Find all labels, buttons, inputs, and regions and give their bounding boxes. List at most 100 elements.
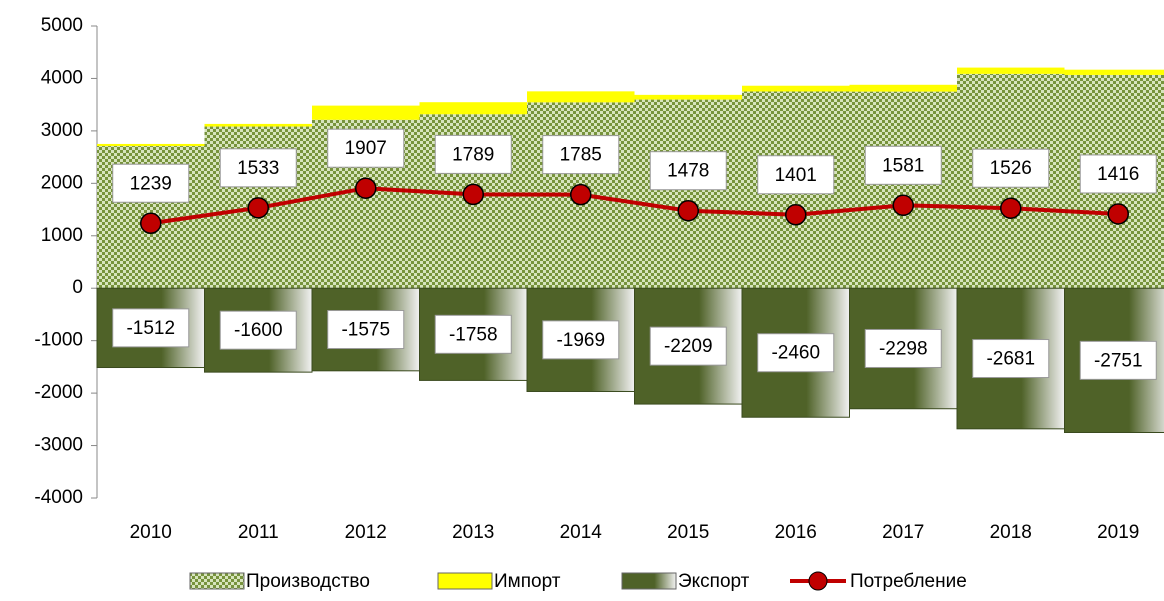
bar <box>527 91 635 103</box>
data-label-text: 1239 <box>130 173 172 194</box>
bar <box>1064 69 1164 75</box>
data-label-box <box>434 134 512 174</box>
data-label-box <box>434 314 512 354</box>
data-label-text: -1758 <box>449 324 498 345</box>
data-label-text: -1575 <box>341 320 390 341</box>
y-tick-label: 3000 <box>41 120 83 141</box>
data-label-box <box>1079 154 1157 194</box>
data-label-box <box>649 151 727 191</box>
bar <box>849 91 957 289</box>
x-tick-label: 2016 <box>775 522 817 543</box>
legend-marker <box>808 571 828 591</box>
legend-label: Потребление <box>850 571 967 592</box>
legend-swatch <box>437 572 493 590</box>
data-label-text: -2681 <box>986 349 1035 370</box>
data-label-box <box>1079 340 1157 380</box>
x-tick-label: 2015 <box>667 522 709 543</box>
bar <box>97 143 205 147</box>
bar <box>742 85 850 92</box>
data-label-text: -2751 <box>1094 350 1143 371</box>
data-label: -2298 <box>864 328 942 368</box>
data-label-box <box>757 155 835 195</box>
data-label-box <box>219 148 297 188</box>
y-tick-label: -3000 <box>34 435 83 456</box>
legend-label: Импорт <box>494 571 561 592</box>
legend-swatch <box>621 572 677 590</box>
y-tick-label: 4000 <box>41 67 83 88</box>
y-tick-label: 0 <box>72 277 83 298</box>
data-label: -1969 <box>542 320 620 360</box>
marker <box>462 183 484 206</box>
data-label: -1512 <box>112 308 190 348</box>
data-label-text: 1416 <box>1097 164 1139 185</box>
data-label: 1416 <box>1079 154 1157 194</box>
data-label-box <box>327 128 405 168</box>
y-tick-label: 5000 <box>41 15 83 36</box>
bar <box>312 105 420 120</box>
data-label-text: -2209 <box>664 336 713 357</box>
data-label: -1600 <box>219 310 297 350</box>
data-label-box <box>219 310 297 350</box>
data-label: 1239 <box>112 163 190 203</box>
bar <box>204 123 312 127</box>
data-label-text: 1478 <box>667 161 709 182</box>
marker <box>570 183 592 206</box>
bar <box>634 94 742 100</box>
data-label-box <box>757 333 835 373</box>
x-tick-label: 2017 <box>882 522 924 543</box>
data-label: 1907 <box>327 128 405 168</box>
data-label-text: 1533 <box>237 158 279 179</box>
x-tick-label: 2018 <box>990 522 1032 543</box>
bar <box>419 102 527 115</box>
bar <box>634 99 742 289</box>
data-label-box <box>649 326 727 366</box>
x-tick-label: 2011 <box>238 522 279 543</box>
y-tick-label: -1000 <box>34 330 83 351</box>
data-label: 1526 <box>972 148 1050 188</box>
data-label: -2751 <box>1079 340 1157 380</box>
line <box>150 186 1119 226</box>
marker <box>677 199 699 222</box>
data-label: 1581 <box>864 145 942 185</box>
data-label: 1401 <box>757 155 835 195</box>
marker <box>140 212 162 234</box>
data-label-text: 1581 <box>882 155 924 176</box>
x-tick-label: 2012 <box>345 522 387 543</box>
data-label-box <box>112 308 190 348</box>
marker <box>247 197 269 219</box>
data-label-box <box>542 320 620 360</box>
data-label: -2209 <box>649 326 727 366</box>
data-label-text: -1512 <box>126 318 175 339</box>
marker <box>892 194 914 217</box>
data-label: 1785 <box>542 135 620 175</box>
data-label-text: 1789 <box>452 144 494 165</box>
data-label-box <box>542 135 620 175</box>
data-label: 1533 <box>219 148 297 188</box>
y-tick-label: -4000 <box>34 487 83 508</box>
data-label-text: -1969 <box>556 330 605 351</box>
data-label-box <box>864 145 942 185</box>
data-label-box <box>112 163 190 203</box>
data-label-text: 1401 <box>775 165 817 186</box>
data-label: 1478 <box>649 151 727 191</box>
data-label: -1758 <box>434 314 512 354</box>
data-label-text: -1600 <box>234 320 283 341</box>
data-label: -1575 <box>327 310 405 350</box>
legend-label: Экспорт <box>678 571 750 592</box>
data-label: 1789 <box>434 134 512 174</box>
marker <box>355 177 377 199</box>
data-label-box <box>327 310 405 350</box>
data-label: -2681 <box>972 339 1050 379</box>
data-label: -2460 <box>757 333 835 373</box>
data-label-text: 1785 <box>560 145 602 166</box>
bar <box>957 67 1065 74</box>
x-tick-label: 2013 <box>452 522 494 543</box>
y-tick-label: 2000 <box>41 172 83 193</box>
legend-label: Производство <box>246 571 370 592</box>
y-tick-label: -2000 <box>34 382 83 403</box>
y-tick-label: 1000 <box>41 225 83 246</box>
data-label-text: 1907 <box>345 138 387 159</box>
x-tick-label: 2014 <box>560 522 603 543</box>
data-label-box <box>972 339 1050 379</box>
